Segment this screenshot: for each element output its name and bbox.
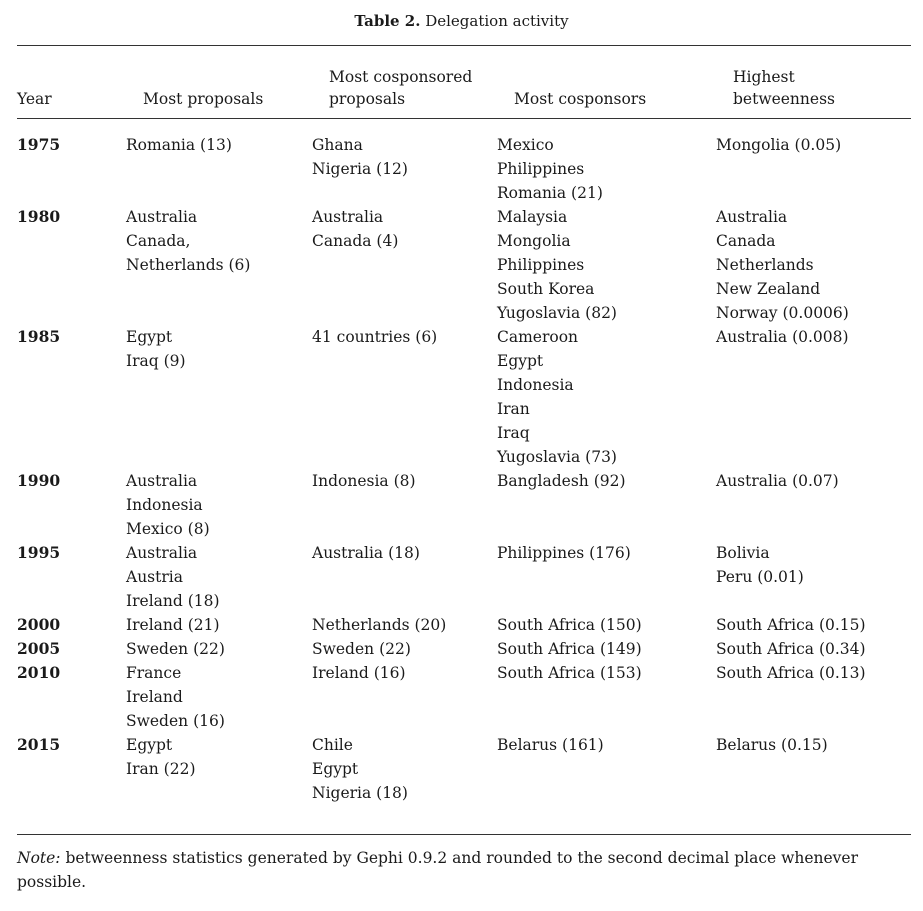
row-year: 1985 <box>17 327 61 346</box>
row-most-cosponsored: Ireland (16) <box>312 664 406 682</box>
table-row: 2005 Sweden (22) Sweden (22) South Africa (… <box>0 637 923 661</box>
row-highest-betweenness: South Africa (0.13) <box>716 664 866 682</box>
row-most-cosponsors: South Africa (149) <box>497 640 642 658</box>
table-row: 1980 Australia Canada, Netherlands (6) Aus… <box>0 205 923 325</box>
row-most-cosponsors: Mexico Philippines Romania (21) <box>497 136 603 202</box>
row-most-proposals: Australia Austria Ireland (18) <box>126 544 220 610</box>
row-most-cosponsors: South Africa (153) <box>497 664 642 682</box>
row-most-cosponsored: Australia Canada (4) <box>312 208 399 250</box>
row-most-cosponsored: Netherlands (20) <box>312 616 447 634</box>
header-most-proposals: Most proposals <box>143 90 264 108</box>
header-year: Year <box>17 90 52 108</box>
row-most-cosponsored: Indonesia (8) <box>312 472 416 490</box>
row-highest-betweenness: Australia (0.07) <box>716 472 839 490</box>
row-year: 2005 <box>17 639 61 658</box>
caption-title: Delegation activity <box>425 12 569 30</box>
table-row: 2010 France Ireland Sweden (16) Ireland (1… <box>0 661 923 733</box>
top-rule <box>17 45 911 46</box>
row-year: 1975 <box>17 135 61 154</box>
header-most-cosponsored: Most cosponsored proposals <box>329 68 473 108</box>
table-row: 1975 Romania (13) Ghana Nigeria (12) Mexico… <box>0 133 923 205</box>
row-most-cosponsored: Ghana Nigeria (12) <box>312 136 408 178</box>
row-year: 1995 <box>17 543 61 562</box>
row-year: 2015 <box>17 735 61 754</box>
row-most-proposals: Romania (13) <box>126 136 232 154</box>
table-row: 1990 Australia Indonesia Mexico (8) Indone… <box>0 469 923 541</box>
row-highest-betweenness: South Africa (0.34) <box>716 640 866 658</box>
row-highest-betweenness: Bolivia Peru (0.01) <box>716 544 804 586</box>
row-most-cosponsors: Bangladesh (92) <box>497 472 626 490</box>
table-row: 1985 Egypt Iraq (9) 41 countries (6) Camero… <box>0 325 923 469</box>
header-most-cosponsors: Most cosponsors <box>514 90 647 108</box>
row-most-cosponsors: Malaysia Mongolia Philippines South Kore… <box>497 208 617 322</box>
row-most-cosponsored: Australia (18) <box>312 544 420 562</box>
table-body: 1975 Romania (13) Ghana Nigeria (12) Mexico… <box>0 133 923 805</box>
header-highest-betweenness: Highest betweenness <box>733 68 835 108</box>
note-label: Note: <box>17 849 61 867</box>
row-most-proposals: Egypt Iraq (9) <box>126 328 186 370</box>
row-most-cosponsors: Belarus (161) <box>497 736 604 754</box>
row-most-cosponsors: Cameroon Egypt Indonesia Iran Iraq Yugos… <box>497 328 617 466</box>
row-most-cosponsors: Philippines (176) <box>497 544 631 562</box>
table-row: 1995 Australia Austria Ireland (18) Austra… <box>0 541 923 613</box>
table-row: 2015 Egypt Iran (22) Chile Egypt Nigeria (… <box>0 733 923 805</box>
row-most-proposals: Australia Indonesia Mexico (8) <box>126 472 210 538</box>
caption-label: Table 2. <box>354 12 421 30</box>
row-highest-betweenness: Australia (0.008) <box>716 328 849 346</box>
row-year: 1980 <box>17 207 61 226</box>
note-text: betweenness statistics generated by Geph… <box>17 849 859 891</box>
table-row: 2000 Ireland (21) Netherlands (20) South Af… <box>0 613 923 637</box>
row-highest-betweenness: Belarus (0.15) <box>716 736 828 754</box>
row-most-proposals: France Ireland Sweden (16) <box>126 664 225 730</box>
row-highest-betweenness: Australia Canada Netherlands New Zealand… <box>716 208 849 322</box>
row-most-cosponsored: 41 countries (6) <box>312 328 438 346</box>
row-most-proposals: Egypt Iran (22) <box>126 736 196 778</box>
bottom-rule <box>17 834 911 835</box>
row-most-proposals: Ireland (21) <box>126 616 220 634</box>
header-rule <box>17 118 911 119</box>
row-most-cosponsors: South Africa (150) <box>497 616 642 634</box>
row-most-cosponsored: Sweden (22) <box>312 640 411 658</box>
row-highest-betweenness: South Africa (0.15) <box>716 616 866 634</box>
row-year: 1990 <box>17 471 61 490</box>
row-year: 2010 <box>17 663 61 682</box>
row-highest-betweenness: Mongolia (0.05) <box>716 136 842 154</box>
table-caption: Table 2. Delegation activity <box>0 11 923 31</box>
row-most-proposals: Australia Canada, Netherlands (6) <box>126 208 251 274</box>
row-most-cosponsored: Chile Egypt Nigeria (18) <box>312 736 408 802</box>
row-most-proposals: Sweden (22) <box>126 640 225 658</box>
row-year: 2000 <box>17 615 61 634</box>
table-note: Note: betweenness statistics generated b… <box>17 846 917 894</box>
